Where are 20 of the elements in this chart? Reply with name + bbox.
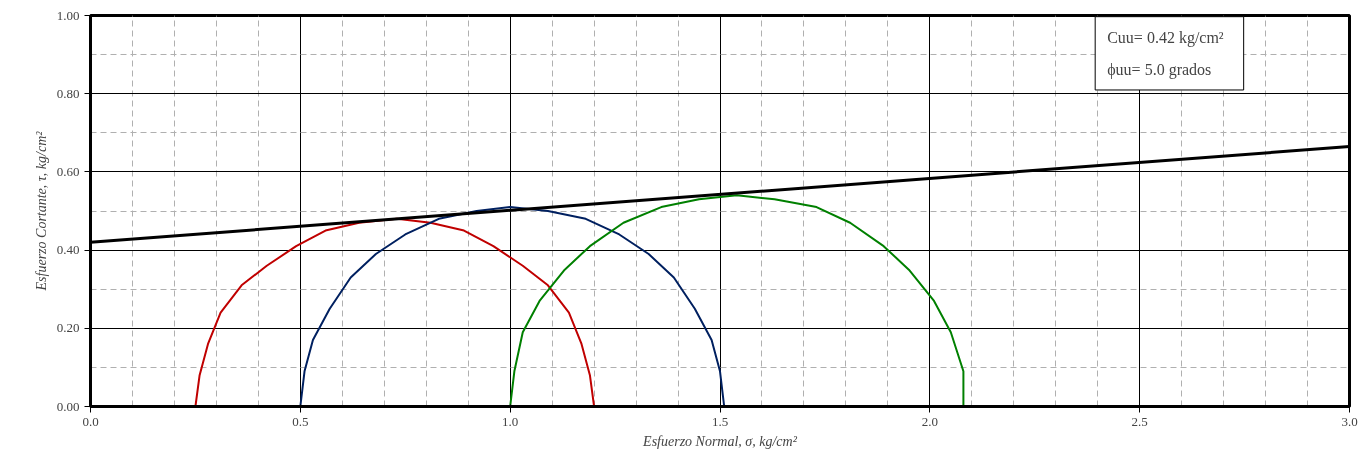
x-axis-title: Esfuerzo Normal, σ, kg/cm² [642, 433, 798, 449]
x-tick-label: 3.0 [1341, 413, 1358, 429]
x-tick-label: 0.0 [82, 413, 99, 429]
x-tick-label: 0.5 [292, 413, 309, 429]
line-series [194, 217, 596, 407]
x-tick-label: 1.0 [502, 413, 519, 429]
y-axis-title: Esfuerzo Cortante, τ, kg/cm² [33, 130, 49, 292]
x-tick-label: 2.0 [921, 413, 938, 429]
y-tick-label: 0.40 [56, 242, 80, 258]
x-tick-label: 2.5 [1131, 413, 1148, 429]
y-tick-label: 0.20 [56, 320, 80, 336]
annotation: Cuu= 0.42 kg/cm² [1107, 28, 1224, 47]
x-tick-label: 1.5 [711, 413, 729, 429]
y-tick-label: 0.80 [56, 85, 80, 101]
line-series [299, 206, 726, 407]
y-tick-label: 1.00 [56, 7, 80, 23]
y-tick-label: 0.00 [56, 398, 80, 414]
line-series [509, 194, 965, 407]
y-tick-label: 0.60 [56, 163, 80, 179]
annotation: ϕuu= 5.0 grados [1107, 60, 1212, 79]
